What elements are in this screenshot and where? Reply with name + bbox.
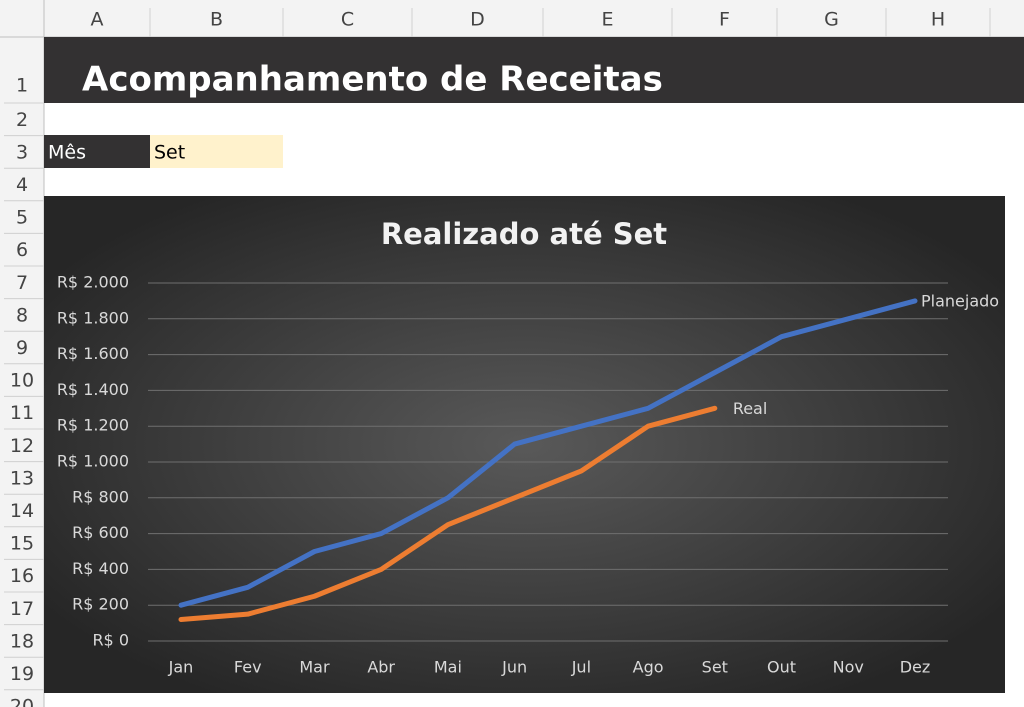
row-header: 3: [16, 141, 28, 163]
row-header: 12: [10, 435, 34, 457]
row-header: 20: [10, 696, 34, 707]
chart-title: Realizado até Set: [381, 217, 667, 251]
x-tick-label: Fev: [234, 658, 262, 677]
x-tick-label: Ago: [633, 658, 664, 677]
y-tick-label: R$ 0: [92, 631, 129, 650]
row-header: 1: [16, 75, 28, 97]
row-header-bar: [0, 0, 44, 707]
row-header: 5: [16, 207, 28, 229]
y-tick-label: R$ 600: [72, 523, 129, 542]
x-tick-label: Jan: [168, 658, 194, 677]
x-tick-label: Mai: [434, 658, 462, 677]
series-label: Real: [733, 399, 768, 418]
row-header: 2: [16, 109, 28, 131]
column-header: C: [341, 9, 354, 31]
column-header: A: [91, 9, 104, 31]
column-header: G: [824, 9, 839, 31]
row-header: 6: [16, 239, 28, 261]
row-header: 7: [16, 272, 28, 294]
series-line: [178, 405, 718, 623]
y-tick-label: R$ 2.000: [57, 273, 129, 292]
y-tick-label: R$ 1.600: [57, 344, 129, 363]
row-header: 17: [10, 598, 34, 620]
x-tick-label: Nov: [833, 658, 864, 677]
row-header: 18: [10, 630, 34, 652]
column-header: E: [601, 9, 613, 31]
row-header: 11: [10, 402, 34, 424]
x-tick-label: Out: [767, 658, 796, 677]
sheet-title: Acompanhamento de Receitas: [82, 60, 663, 100]
row-header: 15: [10, 533, 34, 555]
x-tick-label: Abr: [367, 658, 395, 677]
x-tick-label: Jul: [571, 658, 591, 677]
x-tick-label: Jun: [501, 658, 527, 677]
x-tick-label: Dez: [900, 658, 931, 677]
month-label-cell[interactable]: [44, 135, 150, 168]
y-tick-label: R$ 1.800: [57, 308, 129, 327]
y-tick-label: R$ 200: [72, 595, 129, 614]
title-band: [44, 37, 1024, 103]
series-line: [178, 298, 918, 608]
column-header: H: [931, 9, 945, 31]
y-tick-label: R$ 400: [72, 559, 129, 578]
column-header: B: [210, 9, 223, 31]
y-tick-label: R$ 800: [72, 487, 129, 506]
row-header: 14: [10, 500, 34, 522]
column-header-bar: [0, 0, 1024, 37]
column-header: D: [470, 9, 485, 31]
row-header: 19: [10, 663, 34, 685]
y-tick-label: R$ 1.000: [57, 452, 129, 471]
month-value: Set: [154, 142, 185, 164]
column-header: F: [719, 9, 730, 31]
series-label: Planejado: [921, 291, 999, 310]
row-header: 13: [10, 467, 34, 489]
y-tick-label: R$ 1.200: [57, 416, 129, 435]
row-header: 8: [16, 304, 28, 326]
x-tick-label: Set: [702, 658, 728, 677]
row-header: 9: [16, 337, 28, 359]
y-tick-label: R$ 1.400: [57, 380, 129, 399]
row-header: 16: [10, 565, 34, 587]
chart-area[interactable]: [44, 196, 1005, 693]
month-value-cell[interactable]: [150, 135, 283, 168]
row-header: 10: [10, 370, 34, 392]
x-tick-label: Mar: [299, 658, 330, 677]
month-label: Mês: [48, 142, 86, 164]
row-header: 4: [16, 174, 28, 196]
